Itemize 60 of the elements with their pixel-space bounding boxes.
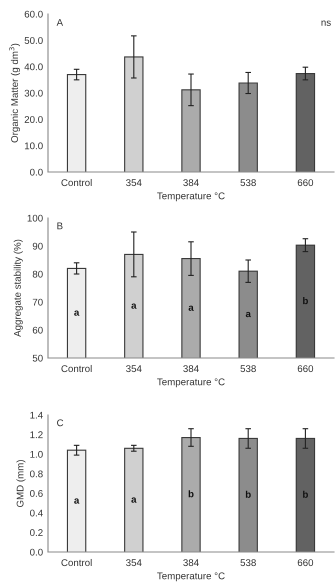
y-tick-label: 0.4 [30, 510, 43, 516]
x-tick-label: 384 [183, 365, 199, 372]
y-tick-label: 0.2 [30, 529, 43, 536]
y-axis-title: Organic Matter (g dm$^{3}$) [9, 44, 20, 142]
x-tick-label: 354 [126, 559, 142, 566]
y-tick-label: 60.0 [24, 10, 43, 18]
data-label: a [74, 310, 80, 316]
x-axis-title: Temperature °C [157, 378, 225, 388]
y-tick-label: 0.0 [30, 548, 43, 556]
data-label: a [131, 497, 137, 503]
data-label: a [74, 498, 80, 504]
y-axis-title: GMD (mm) [16, 460, 26, 508]
x-tick-label: 538 [240, 179, 256, 186]
data-label: b [246, 490, 251, 498]
x-tick-label: 660 [298, 179, 314, 186]
x-tick-label: 538 [240, 365, 256, 372]
bar [124, 56, 144, 172]
y-tick-label: 50 [32, 354, 43, 362]
bar [296, 72, 316, 172]
x-tick-label: 660 [298, 365, 314, 372]
annotation: ns [322, 20, 331, 26]
bar [66, 74, 86, 172]
y-tick-label: 40.0 [24, 63, 43, 70]
y-tick-label: 50.0 [24, 37, 43, 44]
chart-title: A [56, 19, 64, 26]
y-tick-label: 70 [32, 298, 43, 306]
y-tick-label: 0.8 [30, 470, 43, 478]
chart-title: B [57, 222, 63, 230]
x-tick-label: 384 [183, 179, 199, 186]
y-tick-label: 30.0 [24, 90, 43, 97]
x-tick-label: Control [61, 558, 92, 566]
y-axis-title: Aggregate stability (%) [14, 240, 23, 337]
x-axis-title: Temperature °C [157, 572, 225, 582]
x-tick-label: 354 [126, 179, 142, 186]
x-tick-label: Control [61, 364, 92, 372]
y-tick-label: 0.6 [30, 490, 43, 497]
data-label: b [188, 490, 194, 498]
chart-title: C [57, 419, 64, 426]
y-tick-label: 80 [32, 270, 43, 278]
x-axis-title: Temperature °C [157, 192, 225, 202]
y-tick-label: 0.0 [30, 168, 43, 176]
y-tick-label: 1.0 [30, 450, 43, 458]
x-tick-label: Control [61, 178, 92, 186]
x-tick-label: 354 [126, 365, 142, 372]
x-tick-label: 538 [240, 559, 256, 566]
y-tick-label: 20.0 [24, 116, 43, 123]
data-label: a [246, 312, 251, 318]
y-tick-label: 90 [32, 242, 43, 250]
y-tick-label: 60 [32, 326, 43, 334]
data-label: a [131, 303, 137, 309]
y-tick-label: 1.4 [30, 412, 43, 419]
y-tick-label: 1.2 [30, 431, 43, 438]
y-tick-label: 10.0 [24, 142, 43, 150]
x-tick-label: 660 [298, 559, 314, 566]
data-label: a [188, 306, 194, 311]
bar [181, 89, 201, 172]
x-tick-label: 384 [183, 559, 199, 566]
data-label: b [303, 490, 308, 498]
y-tick-label: 100 [28, 214, 43, 222]
data-label: b [303, 297, 308, 304]
